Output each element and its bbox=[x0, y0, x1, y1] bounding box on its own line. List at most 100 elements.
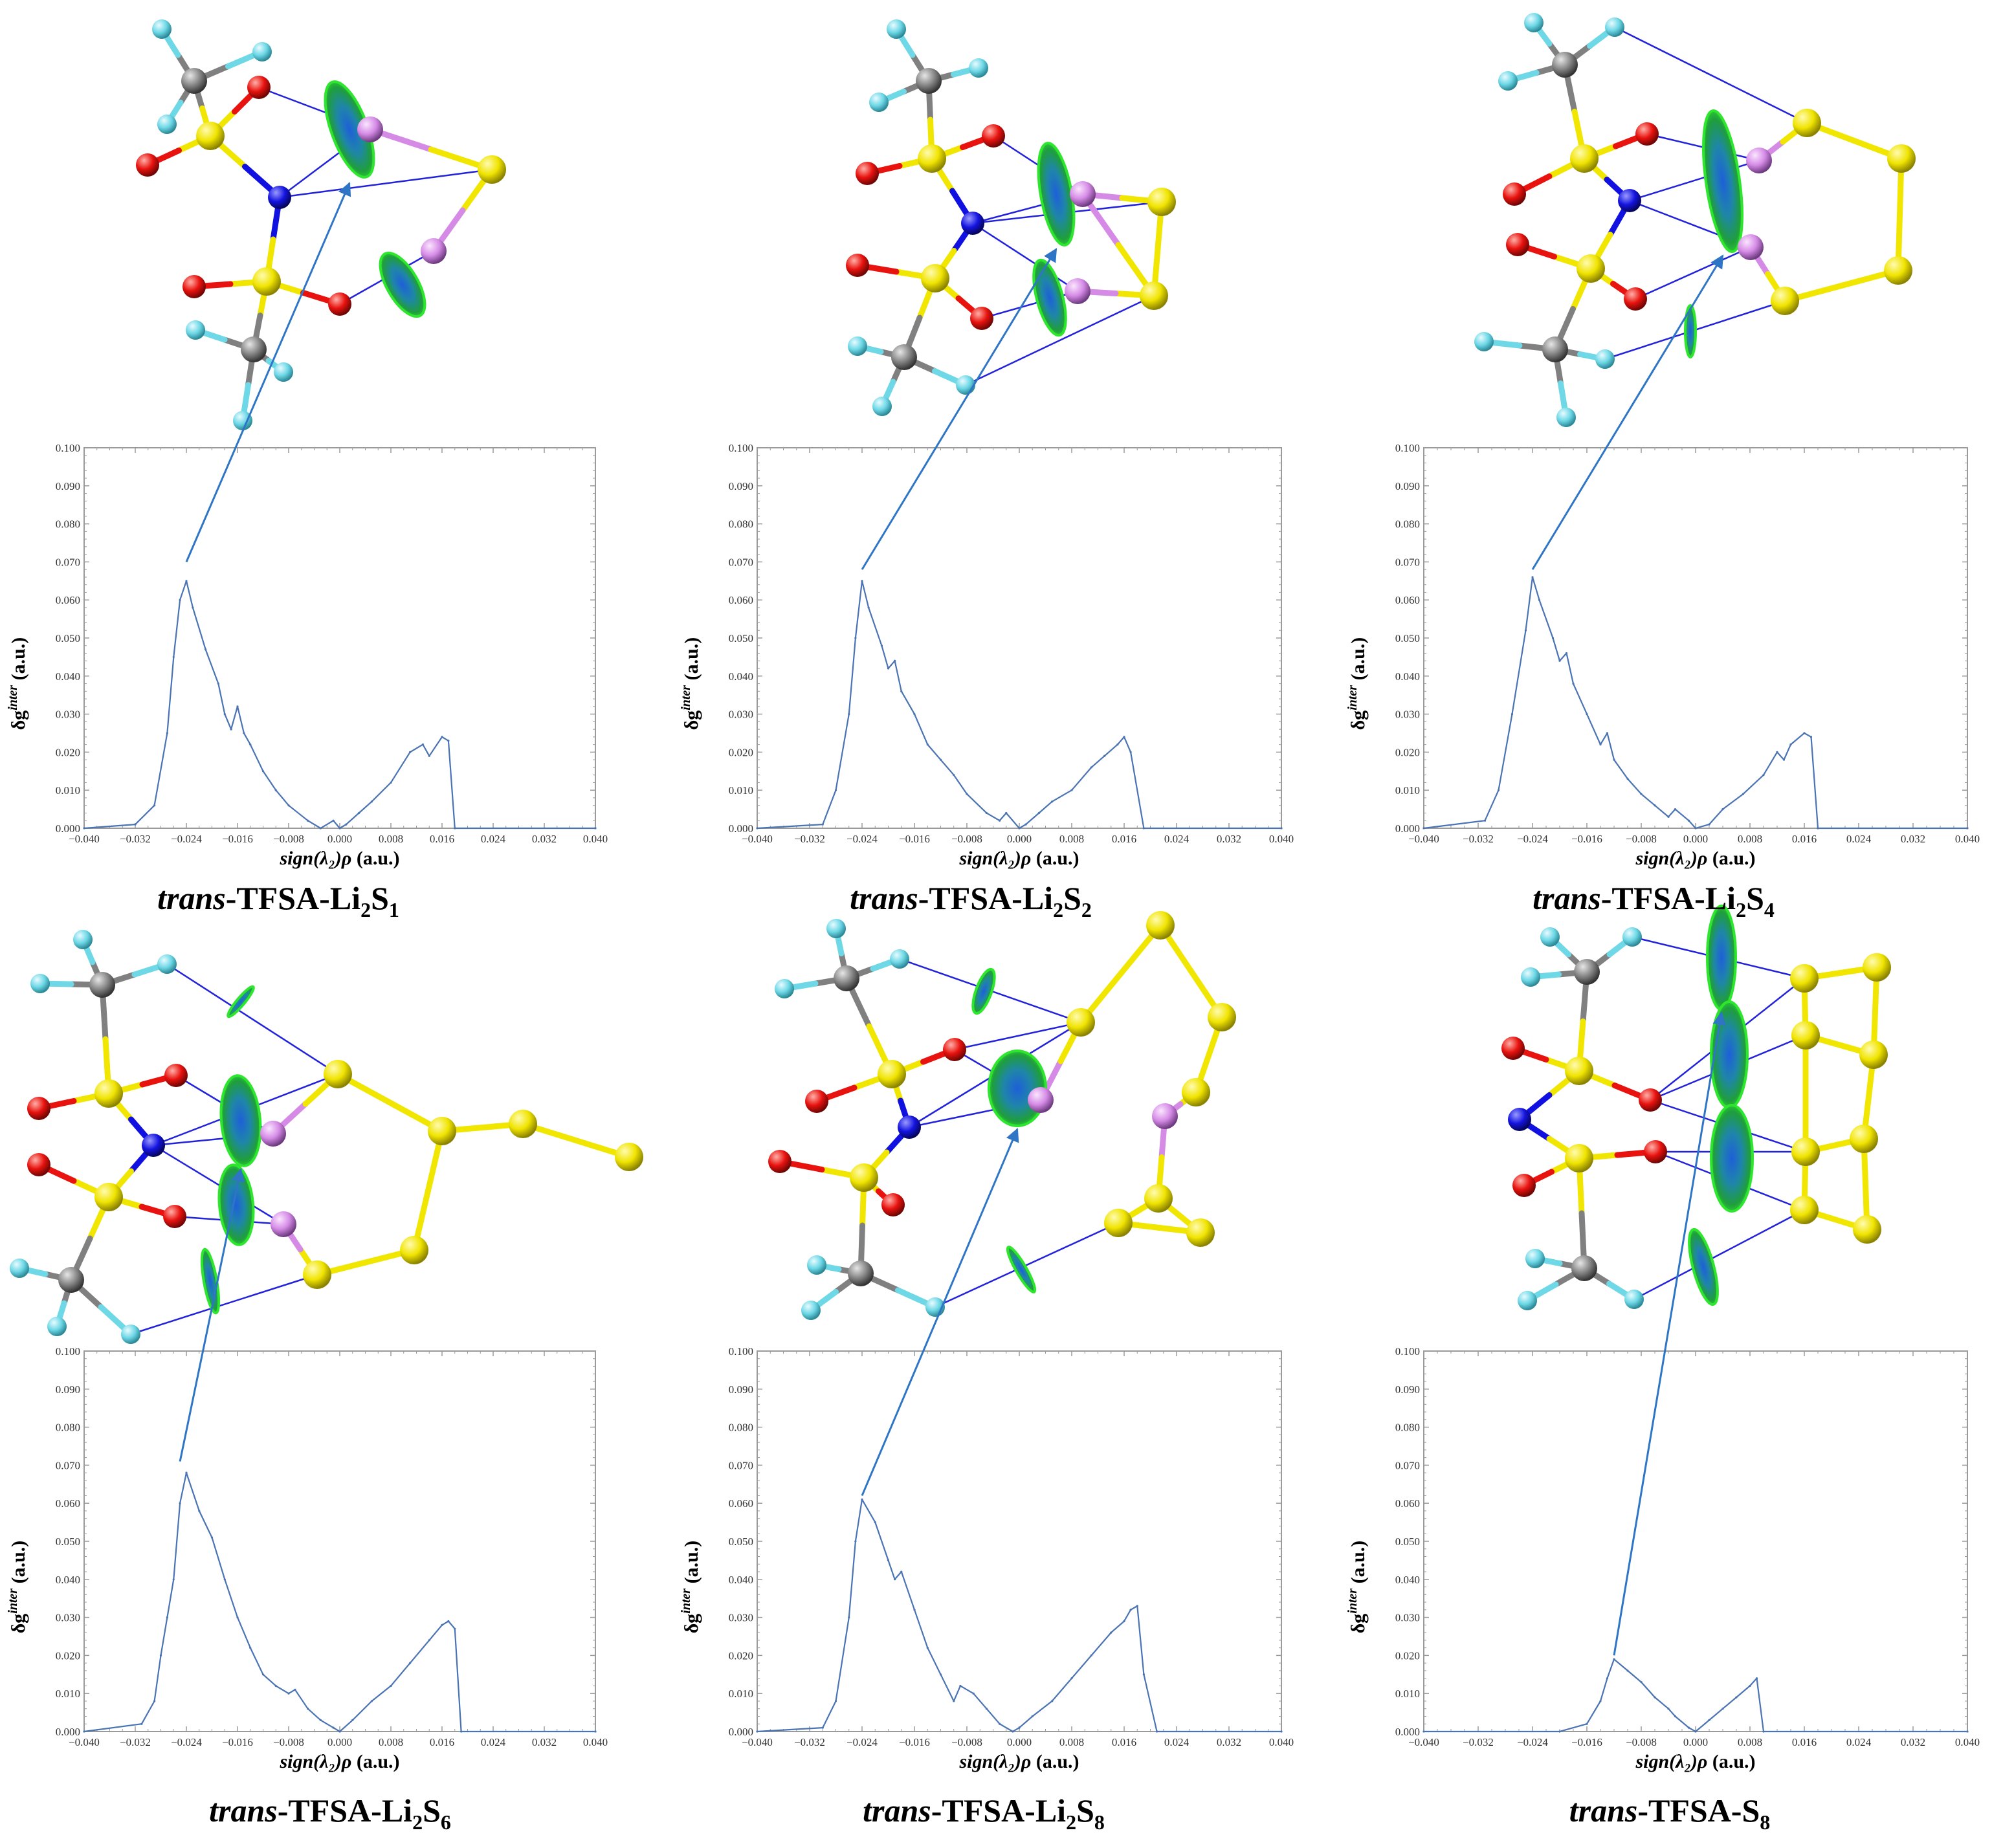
peak-arrow bbox=[861, 1128, 1019, 1497]
data-point bbox=[83, 1730, 85, 1733]
nci-isosurface-icon bbox=[227, 985, 255, 1018]
y-tick-label: 0.000 bbox=[1395, 1726, 1420, 1738]
data-point bbox=[179, 599, 181, 601]
y-tick-label: 0.070 bbox=[729, 1459, 753, 1471]
plot-frame bbox=[757, 1350, 1282, 1732]
plot-frame bbox=[83, 447, 596, 829]
y-tick-label: 0.070 bbox=[1395, 1459, 1420, 1471]
x-tick-label: −0.008 bbox=[1626, 833, 1657, 845]
data-point bbox=[230, 728, 232, 731]
atom-li bbox=[1738, 234, 1764, 260]
data-point bbox=[594, 1730, 597, 1733]
y-tick-label: 0.030 bbox=[1395, 709, 1420, 721]
data-point bbox=[185, 1471, 188, 1474]
x-axis-label: sign(λ₂)ρ (a.u.) bbox=[279, 848, 399, 869]
x-tick-label: 0.032 bbox=[532, 1736, 557, 1748]
atom-s bbox=[94, 1079, 123, 1108]
x-tick-label: −0.016 bbox=[899, 1736, 930, 1748]
data-point bbox=[1511, 713, 1514, 716]
molecular-structure-icon bbox=[846, 19, 1176, 416]
data-point bbox=[1735, 1696, 1738, 1699]
x-tick-label: −0.008 bbox=[951, 1736, 982, 1748]
atom-f bbox=[775, 979, 794, 998]
data-point bbox=[1280, 827, 1283, 830]
atom-f bbox=[969, 58, 988, 78]
data-point bbox=[756, 1730, 758, 1733]
data-point bbox=[1694, 827, 1697, 830]
data-point bbox=[332, 1726, 335, 1729]
atom-f bbox=[252, 42, 272, 61]
data-point bbox=[1687, 819, 1690, 822]
nci-isosurface-icon bbox=[1684, 304, 1697, 358]
x-tick-label: −0.032 bbox=[120, 1736, 151, 1748]
data-point bbox=[1558, 659, 1561, 662]
atom-n bbox=[1508, 1108, 1531, 1131]
nci-isosurface-icon bbox=[1710, 1000, 1749, 1109]
y-tick-label: 0.040 bbox=[1395, 670, 1420, 683]
y-tick-label: 0.030 bbox=[729, 1612, 753, 1624]
atom-s bbox=[1565, 1057, 1593, 1085]
y-tick-label: 0.080 bbox=[1395, 518, 1420, 531]
bond-path bbox=[965, 294, 1155, 386]
data-point bbox=[454, 1627, 456, 1630]
nci-isosurface-icon bbox=[1688, 1227, 1719, 1306]
atom-s bbox=[1208, 1003, 1236, 1031]
y-tick-label: 0.050 bbox=[56, 1535, 80, 1548]
atom-f bbox=[121, 1325, 140, 1344]
panel-3: −0.040 −0.032 −0.024 −0.016 −0.008 0.000 0.008… bbox=[1345, 13, 1980, 869]
x-tick-label: −0.008 bbox=[273, 1736, 304, 1748]
x-tick-label: 0.032 bbox=[1217, 1736, 1241, 1748]
data-point bbox=[926, 743, 929, 746]
data-point bbox=[192, 606, 194, 609]
data-point bbox=[972, 1692, 975, 1695]
data-point bbox=[172, 1578, 175, 1581]
atom-s bbox=[1853, 1215, 1881, 1244]
data-point bbox=[428, 754, 430, 757]
data-point bbox=[861, 1498, 863, 1501]
y-tick-label: 0.100 bbox=[56, 1345, 80, 1358]
atom-s bbox=[400, 1236, 428, 1264]
data-point bbox=[153, 804, 156, 807]
atom-s bbox=[303, 1260, 331, 1289]
molecular-structure-icon bbox=[10, 930, 643, 1344]
data-point bbox=[887, 667, 890, 670]
data-point bbox=[900, 1570, 903, 1573]
y-tick-label: 0.010 bbox=[729, 784, 753, 797]
x-tick-label: 0.040 bbox=[1955, 833, 1980, 845]
data-point bbox=[1809, 736, 1813, 738]
atom-f bbox=[1540, 927, 1560, 947]
data-point bbox=[345, 823, 348, 826]
atom-f bbox=[1524, 13, 1544, 32]
data-point bbox=[1803, 732, 1806, 734]
y-tick-label: 0.000 bbox=[729, 1726, 753, 1738]
y-tick-label: 0.060 bbox=[729, 1497, 753, 1510]
atom-s bbox=[1884, 256, 1912, 285]
panel-title-6: trans-TFSA-S8 bbox=[1569, 1792, 1771, 1834]
y-tick-label: 0.040 bbox=[1395, 1574, 1420, 1586]
data-point bbox=[338, 1730, 341, 1733]
atom-f bbox=[869, 93, 889, 112]
y-tick-label: 0.070 bbox=[56, 556, 80, 568]
x-tick-label: 0.040 bbox=[1269, 1736, 1294, 1748]
x-tick-label: 0.016 bbox=[430, 1736, 454, 1748]
x-tick-label: 0.008 bbox=[1059, 833, 1084, 845]
atom-s bbox=[324, 1060, 352, 1088]
y-axis-label: δginter (a.u.) bbox=[6, 637, 29, 731]
atom-f bbox=[1622, 927, 1642, 947]
x-tick-label: −0.040 bbox=[742, 1736, 773, 1748]
y-tick-label: 0.100 bbox=[1395, 1345, 1420, 1358]
x-tick-label: 0.024 bbox=[1846, 1736, 1872, 1748]
data-point bbox=[900, 690, 903, 692]
y-tick-label: 0.100 bbox=[1395, 442, 1420, 454]
data-point bbox=[1654, 804, 1656, 807]
nci-isosurface-icon bbox=[1032, 258, 1067, 337]
y-tick-label: 0.050 bbox=[729, 632, 753, 644]
data-point bbox=[460, 1730, 463, 1733]
y-tick-label: 0.080 bbox=[1395, 1422, 1420, 1434]
data-point bbox=[370, 800, 373, 803]
data-point bbox=[1012, 1730, 1014, 1733]
atom-s bbox=[196, 122, 225, 150]
atom-o bbox=[1624, 287, 1647, 311]
x-tick-label: −0.040 bbox=[742, 833, 773, 845]
